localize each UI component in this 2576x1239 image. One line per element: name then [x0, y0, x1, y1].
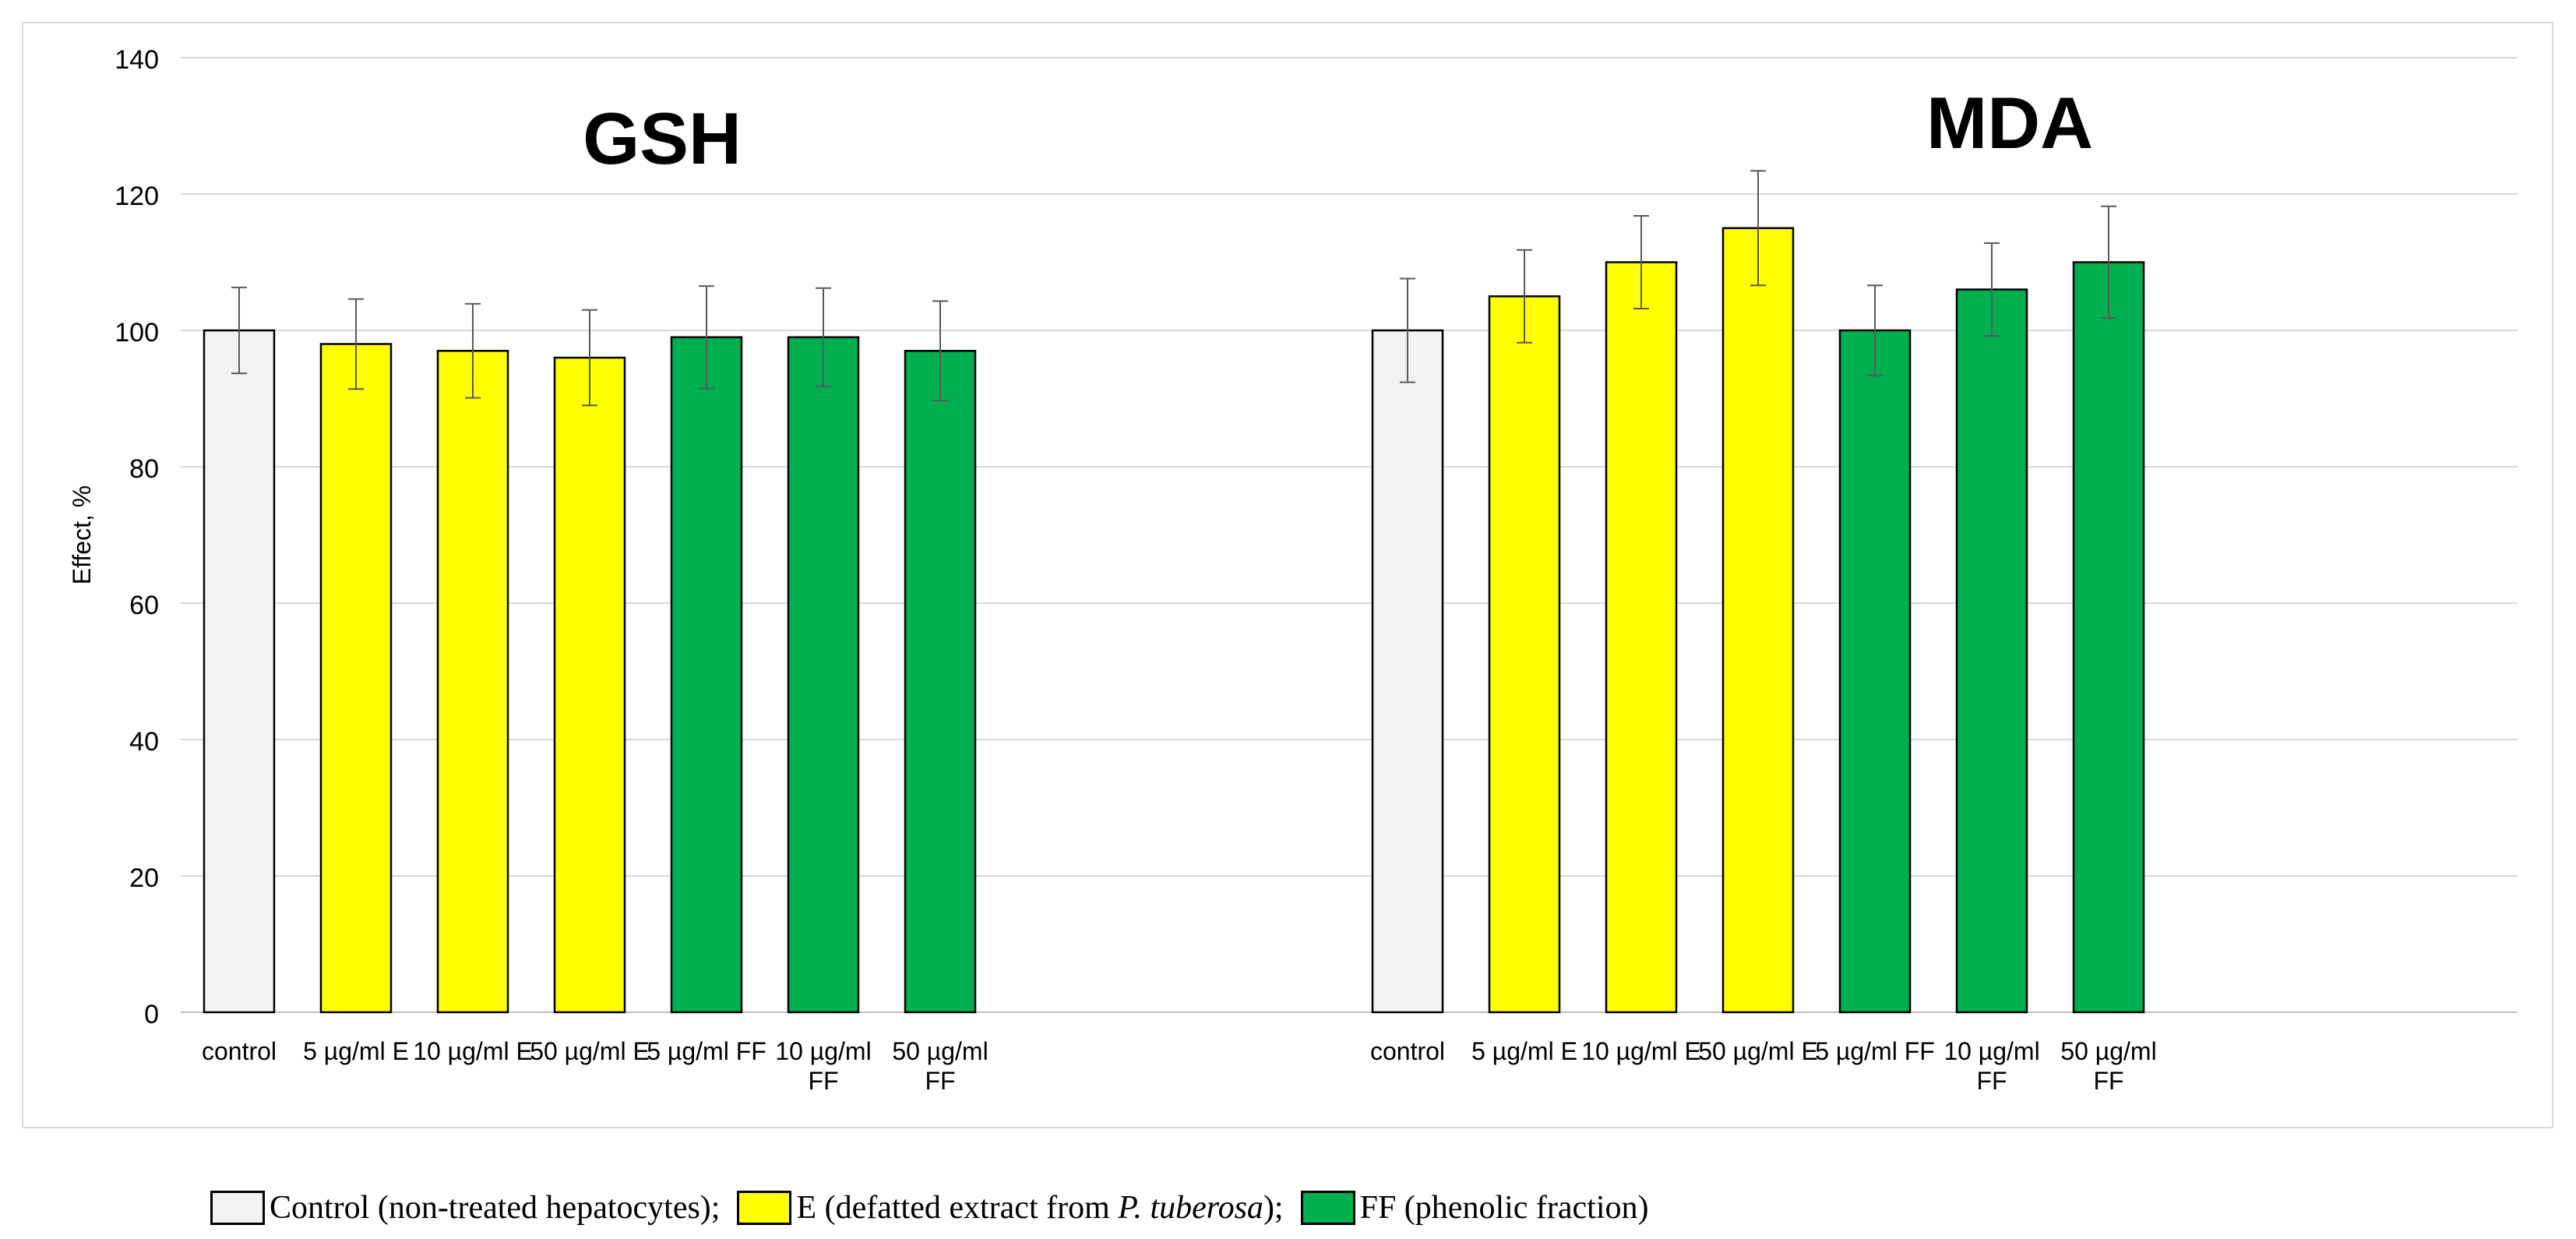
- legend-label-ff: FF (phenolic fraction): [1359, 1190, 1649, 1226]
- legend-swatch-control: [210, 1191, 265, 1225]
- x-tick-label: 5 µg/ml FF: [1815, 1037, 1935, 1065]
- x-tick-label: 50 µg/ml: [892, 1037, 988, 1065]
- y-tick-label: 100: [115, 318, 159, 348]
- legend-swatch-ff: [1300, 1191, 1355, 1225]
- bar: [319, 343, 393, 1014]
- legend-swatch-e: [737, 1191, 792, 1225]
- group-title: MDA: [1926, 82, 2093, 164]
- legend-label-control: Control (non-treated hepatocytes);: [270, 1190, 721, 1226]
- legend: Control (non-treated hepatocytes); E (de…: [210, 1184, 1649, 1231]
- y-tick-label: 0: [144, 1000, 159, 1029]
- x-tick-label: 50 µg/ml E: [1698, 1037, 1818, 1065]
- x-tick-label: 10 µg/ml E: [1581, 1037, 1701, 1065]
- legend-label-e-after: );: [1263, 1190, 1284, 1226]
- y-tick-label: 120: [115, 182, 159, 211]
- bar: [1838, 329, 1912, 1014]
- legend-label-e: E (defatted extract from P. tuberosa);: [796, 1189, 1283, 1227]
- x-tick-label: control: [202, 1037, 277, 1065]
- y-tick-label: 80: [129, 454, 159, 484]
- y-axis-label: Effect, %: [68, 485, 96, 584]
- x-tick-label: FF: [1976, 1067, 2007, 1095]
- x-tick-label: 5 µg/ml FF: [647, 1037, 766, 1065]
- bar: [1371, 329, 1444, 1014]
- legend-label-e-before: E (defatted extract from: [796, 1190, 1119, 1226]
- x-tick-label: 10 µg/ml: [1943, 1037, 2039, 1065]
- bar: [1605, 261, 1678, 1014]
- bar: [1955, 288, 2028, 1014]
- bar: [2072, 261, 2145, 1014]
- x-tick-label: 5 µg/ml E: [303, 1037, 409, 1065]
- chart-frame: [22, 22, 2553, 1128]
- bar-chart: 0 20 40 60 80 100 120 140 Effect, % GSH control 5 µ…: [68, 45, 2518, 1095]
- x-tick-label: 10 µg/ml E: [413, 1037, 533, 1065]
- x-tick-label: 50 µg/ml: [2060, 1037, 2156, 1065]
- x-tick-label: control: [1370, 1037, 1445, 1065]
- bar: [1721, 227, 1795, 1014]
- bar: [203, 329, 276, 1014]
- x-tick-label: 50 µg/ml E: [530, 1037, 650, 1065]
- x-tick-label: FF: [808, 1067, 838, 1095]
- legend-label-e-species: P. tuberosa: [1118, 1190, 1263, 1226]
- x-tick-label: FF: [2093, 1067, 2123, 1095]
- y-tick-label: 140: [115, 45, 159, 75]
- x-tick-label: FF: [925, 1067, 955, 1095]
- y-tick-label: 40: [129, 727, 159, 757]
- bar: [553, 356, 626, 1014]
- x-tick-label: 5 µg/ml E: [1471, 1037, 1577, 1065]
- bar: [1488, 295, 1561, 1014]
- x-tick-label: 10 µg/ml: [775, 1037, 871, 1065]
- bar: [904, 350, 977, 1014]
- bar: [787, 336, 860, 1014]
- group-title: GSH: [583, 97, 742, 179]
- y-tick-label: 20: [129, 863, 159, 893]
- y-tick-label: 60: [129, 591, 159, 620]
- bar: [670, 336, 743, 1014]
- bar: [436, 350, 509, 1014]
